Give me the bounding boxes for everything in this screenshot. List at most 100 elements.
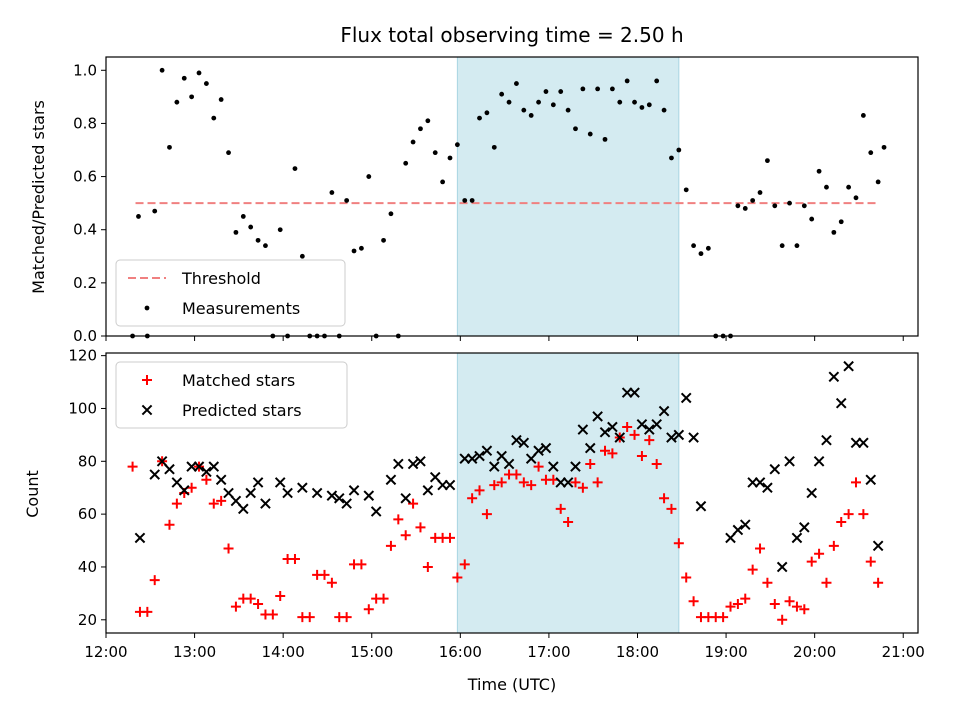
- predicted-star-point: [577, 424, 589, 435]
- measurement-point: [174, 99, 180, 105]
- measurement-point: [602, 136, 608, 142]
- predicted-star-point: [415, 455, 426, 467]
- predicted-star-point: [400, 492, 412, 504]
- measurement-point: [144, 305, 150, 311]
- matched-star-point: [216, 495, 227, 506]
- measurement-point: [344, 198, 350, 203]
- predicted-star-point: [407, 458, 419, 470]
- predicted-star-point: [481, 445, 493, 457]
- count-panel: 20 40 60 80 100 120 12:00 13:00 14:00 15:00 16:00 1…: [68, 347, 924, 661]
- predicted-star-point: [208, 461, 220, 472]
- predicted-star-point: [370, 506, 382, 517]
- series-predicted-stars: [134, 360, 884, 573]
- measurement-point: [499, 91, 505, 97]
- measurement-point: [816, 168, 822, 174]
- predicted-star-point: [858, 437, 869, 449]
- measurement-point: [742, 206, 748, 211]
- matched-star-point: [467, 493, 478, 504]
- measurement-point: [683, 187, 689, 193]
- predicted-star-point: [754, 477, 766, 488]
- matched-star-point: [850, 477, 861, 488]
- matched-star-point: [732, 598, 743, 609]
- matched-star-point: [843, 509, 854, 520]
- x-tick-label: 18:00: [616, 643, 659, 661]
- measurement-point: [366, 174, 372, 179]
- measurement-point: [240, 214, 246, 219]
- predicted-star-point: [680, 392, 692, 404]
- predicted-star-point: [201, 466, 212, 478]
- measurement-point: [248, 224, 254, 230]
- matched-star-point: [666, 503, 677, 514]
- matched-star-point: [511, 469, 522, 480]
- measurement-point: [506, 99, 512, 105]
- observing-window-span: [456, 56, 680, 337]
- measurement-point: [536, 99, 541, 105]
- predicted-star-point: [776, 561, 788, 573]
- measurement-point: [801, 203, 807, 209]
- matched-star-point: [651, 458, 662, 469]
- x-axis-label: Time (UTC): [467, 675, 556, 694]
- matched-star-point: [385, 540, 396, 551]
- predicted-star-point: [643, 424, 655, 435]
- matched-star-point: [201, 474, 212, 485]
- predicted-star-point: [592, 411, 603, 422]
- matched-star-point: [644, 435, 655, 446]
- matched-star-point: [481, 509, 492, 520]
- matched-star-point: [164, 519, 175, 530]
- predicted-star-point: [164, 463, 175, 475]
- matched-star-point: [799, 604, 810, 615]
- predicted-star-point: [297, 482, 308, 494]
- measurement-point: [705, 245, 711, 251]
- measurement-point: [211, 115, 217, 121]
- predicted-star-point: [562, 477, 574, 488]
- predicted-star-point: [134, 532, 146, 544]
- measurement-point: [454, 142, 460, 148]
- measurement-point: [639, 105, 645, 110]
- measurement-point: [831, 229, 837, 235]
- matched-star-point: [230, 601, 241, 612]
- predicted-star-point: [821, 434, 832, 446]
- measurement-point: [654, 78, 660, 84]
- matched-star-point: [400, 530, 411, 541]
- measurement-point: [794, 243, 800, 249]
- measurement-point: [462, 198, 468, 203]
- measurement-point: [580, 86, 586, 92]
- predicted-star-point: [393, 458, 404, 470]
- predicted-star-point: [215, 474, 227, 486]
- measurement-point: [189, 94, 195, 100]
- legend-box: [115, 361, 348, 429]
- matched-star-point: [267, 609, 278, 620]
- matched-star-point: [223, 543, 234, 554]
- x-tick-label: 13:00: [173, 643, 216, 661]
- measurement-point: [388, 211, 394, 217]
- predicted-star-point: [245, 487, 256, 499]
- x-tick-label: 19:00: [704, 643, 747, 661]
- predicted-star-point: [791, 532, 803, 544]
- legend-label: Matched stars: [182, 371, 295, 390]
- y-axis-label-bottom: Count: [23, 470, 42, 518]
- matched-star-point: [570, 477, 581, 488]
- matched-star-point: [873, 577, 884, 588]
- y-tick-label: 0.0: [73, 327, 97, 345]
- measurement-point: [277, 227, 283, 233]
- matched-star-point: [363, 604, 374, 615]
- measurement-point: [418, 126, 423, 132]
- ratio-panel: 0.0 0.2 0.4 0.6 0.8 1.0 Threshold Measurements: [73, 56, 919, 345]
- x-tick-label: 15:00: [350, 643, 393, 661]
- measurement-point: [875, 179, 881, 185]
- measurement-point: [765, 158, 770, 164]
- matched-star-point: [607, 448, 618, 459]
- plot-frame: [105, 56, 919, 337]
- predicted-star-point: [540, 442, 552, 454]
- predicted-star-point: [599, 426, 611, 438]
- predicted-star-point: [260, 498, 271, 509]
- predicted-star-point: [518, 437, 530, 449]
- measurement-point: [440, 179, 446, 185]
- predicted-star-point: [607, 421, 618, 433]
- predicted-star-point: [673, 429, 685, 441]
- matched-star-point: [681, 572, 692, 583]
- measurement-point: [881, 144, 887, 150]
- predicted-star-point: [570, 461, 581, 472]
- measurement-point: [691, 243, 696, 249]
- matched-star-point: [828, 540, 839, 551]
